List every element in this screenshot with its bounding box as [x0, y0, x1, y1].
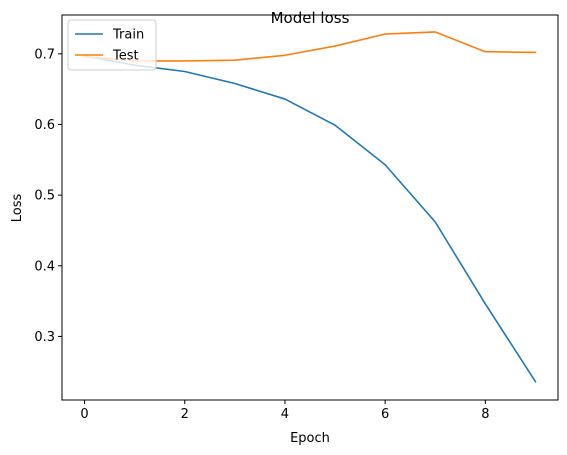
legend-label-train: Train: [112, 28, 144, 43]
chart-title: Model loss: [271, 9, 350, 27]
y-tick-label: 0.3: [34, 330, 55, 345]
x-axis: 0 2 4 6 8: [80, 400, 489, 422]
legend-box: [67, 19, 157, 71]
plot-frame: [61, 14, 559, 401]
x-tick-label: 8: [481, 407, 489, 422]
x-axis-label: Epoch: [290, 431, 330, 446]
series-line-test: [83, 31, 537, 62]
x-tick-label: 6: [381, 407, 389, 422]
series-line-train: [83, 55, 537, 383]
y-tick-label: 0.7: [34, 47, 55, 62]
plot-area: [83, 31, 537, 383]
x-tick-label: 0: [80, 407, 88, 422]
x-tick-label: 2: [181, 407, 189, 422]
legend-label-test: Test: [112, 49, 139, 64]
y-axis-label: Loss: [10, 194, 25, 223]
y-tick-label: 0.6: [34, 118, 55, 133]
y-tick-label: 0.4: [34, 259, 55, 274]
y-axis: 0.3 0.4 0.5 0.6 0.7: [34, 47, 62, 345]
legend: Train Test: [67, 19, 157, 71]
x-tick-label: 4: [281, 407, 289, 422]
y-tick-label: 0.5: [34, 189, 55, 204]
